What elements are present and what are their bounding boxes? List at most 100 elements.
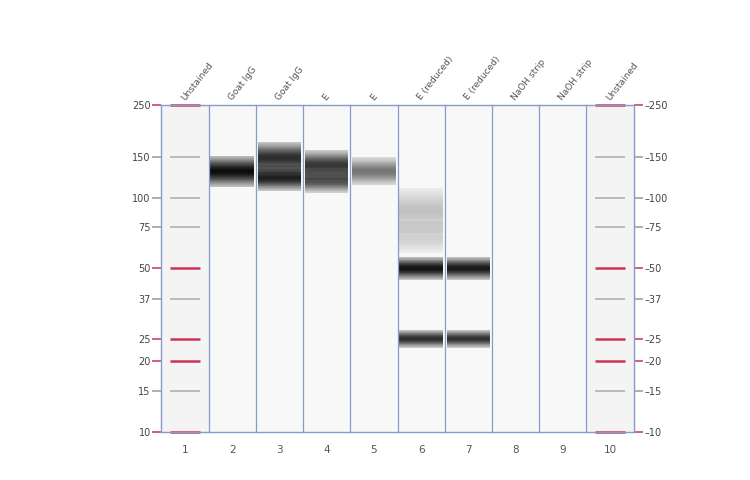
Bar [400, 216, 442, 217]
Bar [305, 173, 348, 174]
Bar [400, 218, 442, 219]
Bar [305, 177, 348, 178]
Text: 20: 20 [138, 357, 151, 367]
Text: –50: –50 [644, 264, 662, 274]
Bar [400, 249, 442, 250]
Bar [400, 243, 442, 244]
Bar [400, 215, 442, 216]
Bar [258, 154, 301, 155]
Bar [305, 153, 348, 154]
Bar [400, 189, 442, 190]
Bar [400, 191, 442, 192]
Bar [211, 165, 254, 166]
Text: 6: 6 [418, 444, 424, 454]
Bar [400, 206, 442, 207]
Text: 37: 37 [138, 294, 151, 304]
Bar [492, 106, 539, 432]
Bar [400, 219, 442, 220]
Bar [305, 169, 348, 170]
Bar [258, 173, 301, 174]
Bar [400, 242, 442, 243]
Bar [305, 159, 348, 160]
Bar [400, 231, 442, 232]
Text: 10: 10 [604, 444, 616, 454]
Bar [305, 161, 348, 162]
Bar [211, 178, 254, 179]
Text: 7: 7 [465, 444, 472, 454]
Bar [400, 232, 442, 233]
Bar [211, 182, 254, 183]
Bar [400, 213, 442, 214]
Bar [400, 233, 442, 234]
Bar [258, 145, 301, 146]
Bar [161, 106, 209, 432]
Bar [400, 229, 442, 230]
Text: 150: 150 [132, 153, 151, 162]
Bar [303, 106, 350, 432]
Bar [400, 241, 442, 242]
Bar [400, 222, 442, 223]
Bar [258, 156, 301, 157]
Bar [400, 245, 442, 246]
Bar [400, 227, 442, 228]
Text: 25: 25 [138, 334, 151, 344]
Bar [539, 106, 586, 432]
Bar [211, 177, 254, 178]
Bar [209, 106, 256, 432]
Text: 9: 9 [560, 444, 566, 454]
Bar [305, 165, 348, 166]
Bar [211, 179, 254, 180]
Bar [400, 230, 442, 231]
Bar [400, 222, 442, 223]
Bar [211, 172, 254, 173]
Bar [400, 210, 442, 211]
Bar [256, 106, 303, 432]
Text: 8: 8 [512, 444, 519, 454]
Bar [400, 253, 442, 254]
Bar [305, 152, 348, 153]
Bar [305, 172, 348, 173]
Bar [305, 170, 348, 171]
Bar [400, 247, 442, 248]
Bar [400, 201, 442, 202]
Bar [305, 179, 348, 180]
Bar [258, 174, 301, 175]
Bar [258, 161, 301, 162]
Text: E (reduced): E (reduced) [416, 55, 455, 102]
Bar [258, 162, 301, 163]
Text: 4: 4 [323, 444, 330, 454]
Bar [400, 228, 442, 229]
Bar [400, 239, 442, 240]
Bar [258, 144, 301, 145]
Bar [305, 158, 348, 159]
Bar [400, 229, 442, 230]
Bar [400, 203, 442, 204]
Bar [400, 231, 442, 232]
Bar [258, 170, 301, 171]
Bar [400, 240, 442, 241]
Bar [400, 232, 442, 233]
Bar [258, 169, 301, 170]
Bar [258, 172, 301, 173]
Bar [258, 146, 301, 147]
Bar [400, 235, 442, 236]
Bar [258, 152, 301, 153]
Text: 10: 10 [139, 427, 151, 437]
Bar [258, 167, 301, 168]
Bar [258, 153, 301, 154]
Bar [400, 205, 442, 206]
Bar [305, 168, 348, 169]
Text: Unstained: Unstained [179, 60, 214, 102]
Bar [400, 237, 442, 238]
Bar [258, 158, 301, 159]
Bar [305, 154, 348, 155]
Text: 1: 1 [182, 444, 188, 454]
Bar [400, 190, 442, 191]
Text: E: E [368, 92, 379, 102]
Bar [305, 178, 348, 179]
Bar [161, 106, 634, 432]
Bar [305, 163, 348, 164]
Bar [258, 150, 301, 151]
Bar [305, 175, 348, 176]
Bar [305, 155, 348, 156]
